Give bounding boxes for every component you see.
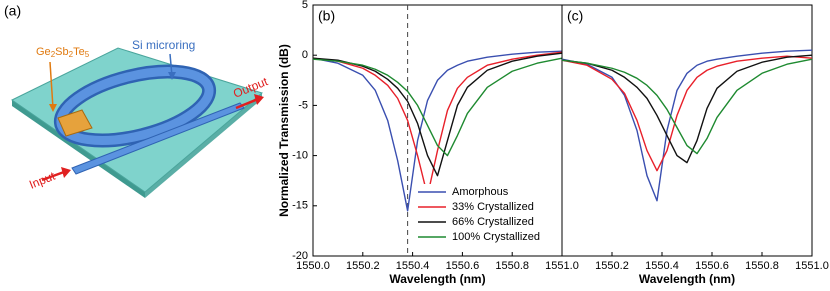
pointer-head — [168, 72, 176, 80]
y-tick-label: -15 — [292, 200, 308, 212]
series-line — [312, 57, 563, 157]
pointer-head — [49, 104, 57, 112]
y-tick-label: 0 — [302, 49, 308, 61]
material-label: Ge2Sb2Te5 — [36, 46, 90, 59]
y-tick-label: -5 — [298, 99, 308, 111]
x-tick-label: 1550.0 — [296, 260, 330, 272]
plot-frame — [561, 4, 813, 257]
label-part: 2 — [69, 50, 74, 59]
slab-side — [12, 100, 145, 198]
arrow-head — [61, 167, 71, 178]
slab-side — [145, 93, 262, 198]
legend-label: 33% Crystallized — [452, 201, 534, 213]
label-part: Te — [73, 46, 85, 58]
x-tick-label: 1550.2 — [346, 260, 380, 272]
arrow — [41, 170, 65, 182]
legend-label: 100% Crystallized — [452, 231, 540, 243]
x-tick-label: 1550.4 — [645, 260, 679, 272]
arrow-head — [254, 94, 264, 105]
x-tick-label: 1550.6 — [446, 260, 480, 272]
y-axis-label: Normalized Transmission (dB) — [277, 44, 291, 217]
x-tick-label: 1551.0 — [545, 260, 579, 272]
label-part: Ge — [36, 46, 51, 58]
bus-waveguide — [71, 102, 245, 175]
label-part: Sb — [55, 46, 68, 58]
x-tick-label: 1550.6 — [695, 260, 729, 272]
y-tick-label: 5 — [302, 0, 308, 11]
y-tick-label: -10 — [292, 150, 308, 162]
arrow — [235, 97, 259, 110]
charts: 1550.0 1550.2 1550.4 1550.6 1550.8 1551.0 5 0 -5… — [277, 0, 829, 286]
x-tick-label: 1550.8 — [745, 260, 779, 272]
ring-label: Si microring — [132, 38, 195, 52]
x-axis-label: Wavelength (nm) — [639, 272, 735, 286]
device-diagram: (a) Ge2Sb2Te5 Si microring Output Input — [4, 3, 270, 198]
label-part: 2 — [51, 50, 56, 59]
panel-label: (a) — [4, 3, 21, 19]
legend-label: Amorphous — [452, 186, 509, 198]
x-tick-label: 1550.2 — [595, 260, 629, 272]
y-tick-label: -20 — [292, 250, 308, 262]
panel-label: (b) — [318, 8, 335, 24]
series-line — [561, 54, 813, 164]
legend-label: 66% Crystallized — [452, 216, 534, 228]
x-tick-label: 1550.4 — [396, 260, 430, 272]
x-axis-label: Wavelength (nm) — [389, 272, 485, 286]
series-line — [561, 58, 813, 155]
series-line — [312, 52, 563, 177]
series-line — [561, 55, 813, 172]
x-tick-label: 1551.0 — [795, 260, 829, 272]
panel-label: (c) — [567, 8, 583, 24]
series-line — [312, 50, 563, 212]
pointer — [49, 61, 54, 109]
label-part: 5 — [85, 50, 90, 59]
x-tick-label: 1550.8 — [495, 260, 529, 272]
pcm-cell — [57, 109, 93, 137]
